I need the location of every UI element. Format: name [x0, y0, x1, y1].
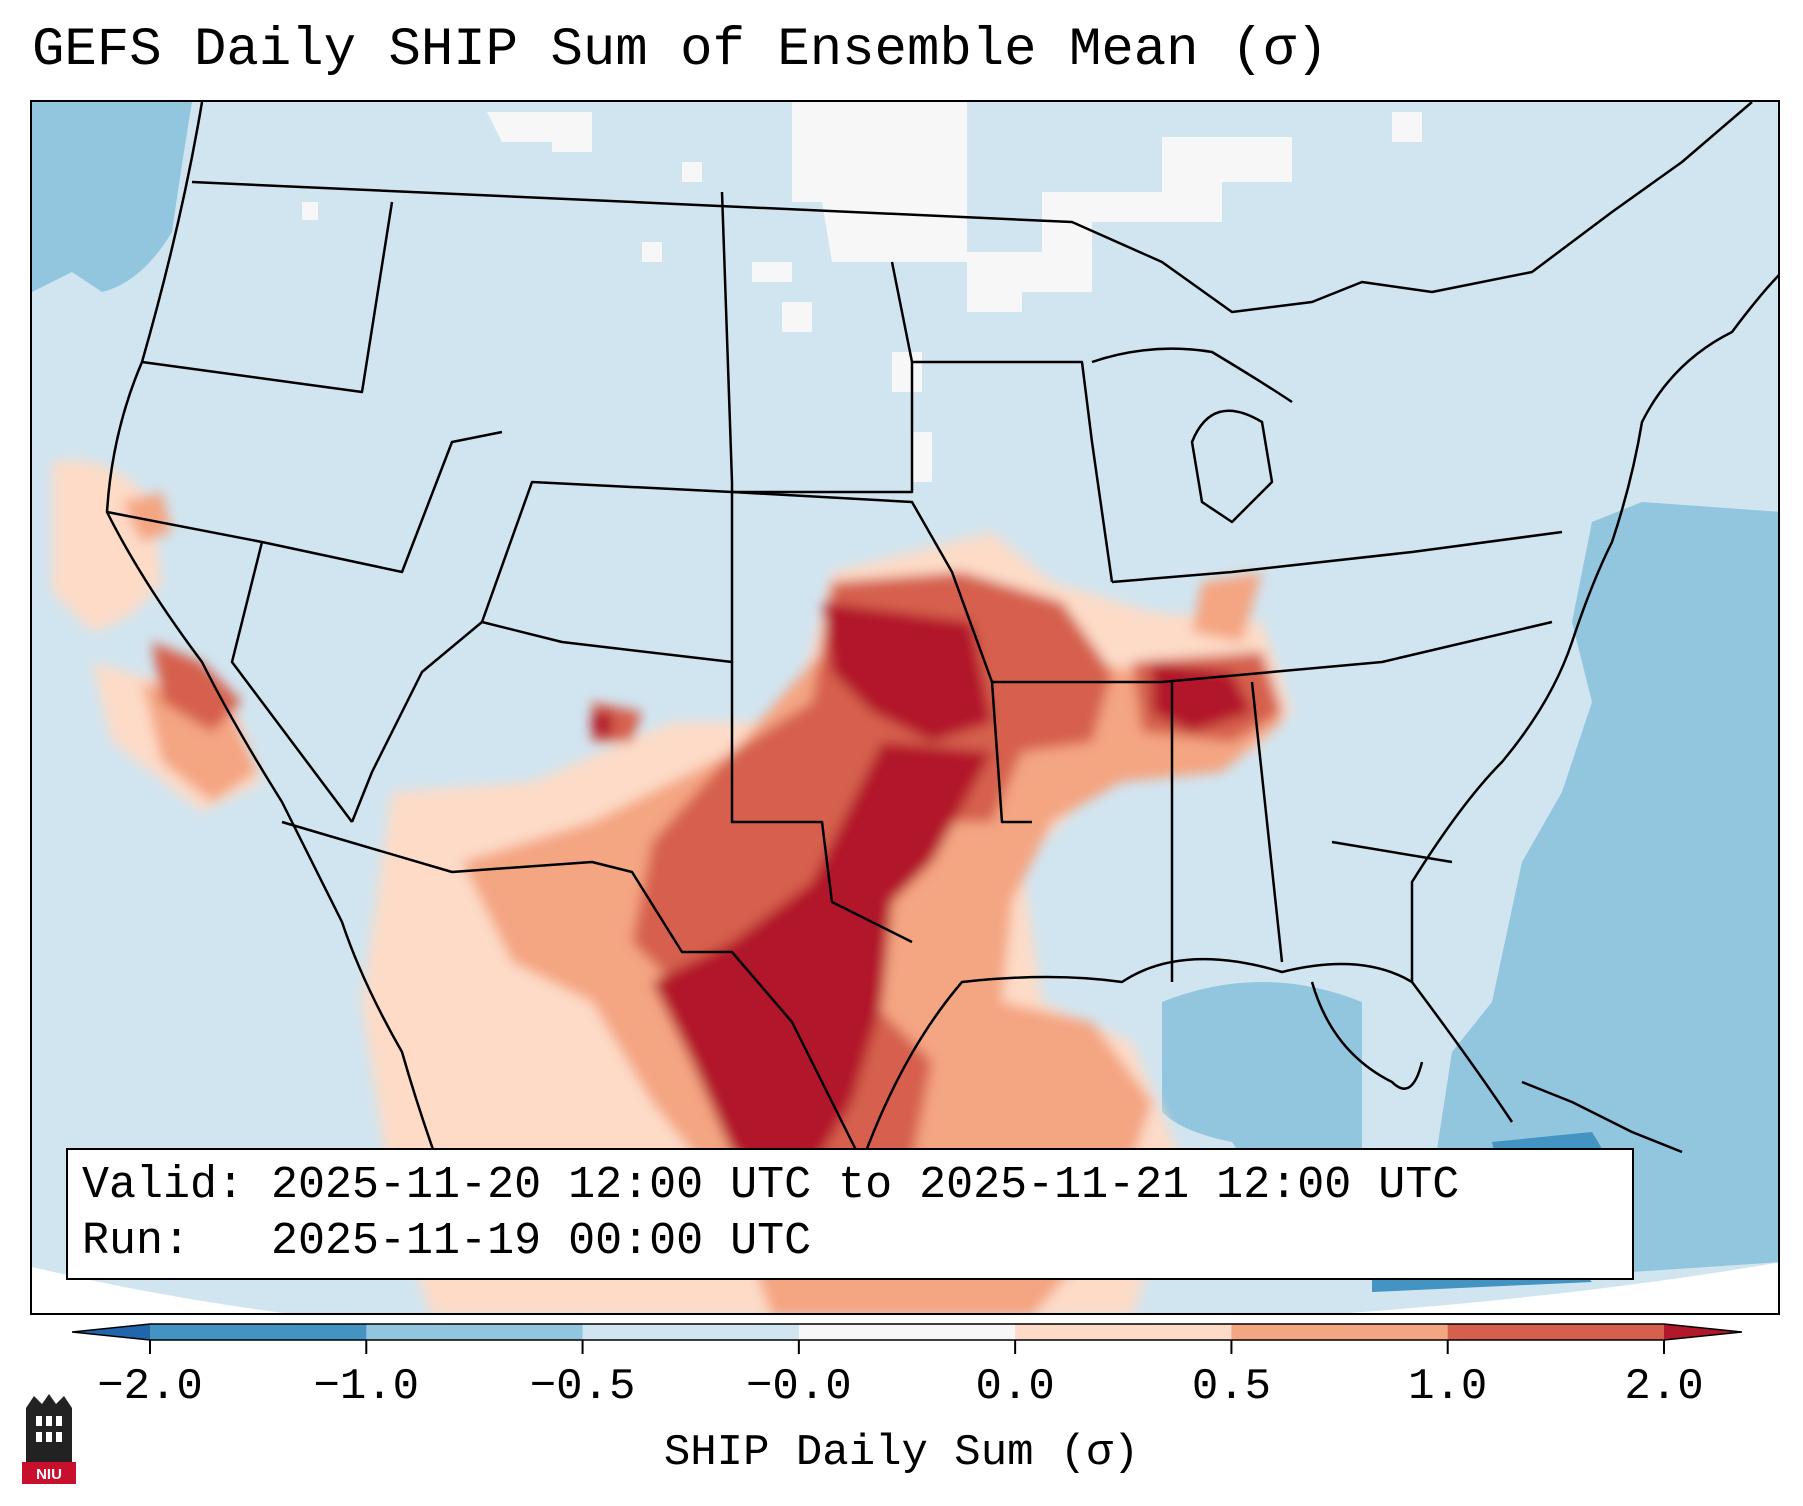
southern-tier-line: [992, 620, 1553, 684]
pacific-northwest-negative: [32, 102, 192, 292]
chart-title: GEFS Daily SHIP Sum of Ensemble Mean (σ): [32, 20, 1329, 81]
central-west-borders: [350, 191, 734, 823]
colorbar-ticks: [149, 1340, 1665, 1354]
colorbar-over-arrow: [1664, 1324, 1742, 1340]
florida-peninsula: [1310, 981, 1424, 1090]
cuba-outline: [1521, 1080, 1683, 1154]
colorbar-bin-5: [1231, 1324, 1449, 1340]
valid-run-info-box: Valid: 2025-11-20 12:00 UTC to 2025-11-2…: [66, 1148, 1634, 1280]
sf-moderate: [122, 492, 172, 542]
carolinas: [1331, 840, 1453, 864]
nm-max-cell: [592, 712, 612, 736]
near-zero-north-montana: [487, 112, 592, 152]
texas-oklahoma: [730, 662, 913, 944]
colorbar-bin-0: [150, 1324, 367, 1340]
lake-superior: [1091, 347, 1293, 404]
colorbar-bin-3: [798, 1324, 1016, 1340]
map-panel: [30, 100, 1780, 1315]
near-zero-canada: [792, 102, 1292, 312]
colorbar-tick-label: −1.0: [313, 1362, 420, 1412]
run-time-line: Run: 2025-11-19 00:00 UTC: [82, 1216, 812, 1267]
domain-edge-bottom: [32, 1262, 1778, 1313]
valid-time-line: Valid: 2025-11-20 12:00 UTC to 2025-11-2…: [82, 1160, 1460, 1211]
iowa-minnesota: [912, 360, 1114, 583]
near-zero-areas: [302, 102, 1422, 482]
niu-logo: NIU: [22, 1394, 76, 1484]
central-texas-max: [652, 742, 992, 1202]
positive-anomaly-field: [52, 460, 1292, 1313]
colorbar-tick-label: 0.0: [975, 1362, 1055, 1412]
colorbar-bin-2: [582, 1324, 800, 1340]
colorbar-bin-4: [1015, 1324, 1232, 1340]
logo-tower: [26, 1394, 72, 1462]
dakotas-nebraska: [732, 261, 914, 494]
colorbar-bin-6: [1447, 1324, 1665, 1340]
indiana-moderate: [1192, 572, 1262, 642]
near-zero-cell: [642, 242, 662, 262]
ohio-valley-line: [1111, 530, 1563, 584]
colorbar-bins: [150, 1324, 1665, 1340]
michigan: [1190, 409, 1274, 524]
canada-border: [191, 102, 1753, 314]
colorbar-tick-label: 1.0: [1408, 1362, 1488, 1412]
colorbar-tick-label: 0.5: [1191, 1362, 1272, 1412]
colorbar-under-arrow: [72, 1324, 150, 1340]
gulf-coastline: [860, 957, 1514, 1163]
near-zero-cell: [1392, 112, 1422, 142]
near-zero-cell: [892, 352, 922, 392]
alabama-georgia: [1250, 681, 1284, 963]
near-zero-cell: [302, 202, 318, 220]
boundaries: [105, 102, 1778, 1203]
near-zero-cell: [682, 162, 702, 182]
colorbar: [72, 1323, 1742, 1354]
nevada-idaho: [106, 430, 503, 574]
near-zero-cell: [912, 432, 932, 482]
colorbar-tick-label: −0.0: [746, 1362, 852, 1412]
oregon-washington: [141, 201, 394, 394]
colorbar-tick-label: −0.5: [529, 1362, 636, 1412]
colorbar-outline: [72, 1323, 1742, 1341]
nevada-california: [230, 541, 353, 823]
atlantic-coastline: [1410, 274, 1778, 982]
atlantic-negative: [1432, 502, 1778, 1272]
near-zero-cell: [752, 262, 792, 282]
near-zero-cell: [782, 302, 812, 332]
colorbar-label: SHIP Daily Sum (σ): [663, 1428, 1140, 1478]
mexico-border: [281, 820, 864, 1163]
la-strong: [152, 642, 242, 732]
colorbar-tick-label: 2.0: [1624, 1362, 1704, 1412]
colorbar-tick-label: −2.0: [97, 1362, 203, 1412]
gulf-negative: [1162, 982, 1362, 1202]
logo-banner: [22, 1462, 76, 1484]
colorbar-bin-1: [366, 1324, 584, 1340]
map-svg: [32, 102, 1778, 1313]
logo-text: NIU: [36, 1466, 62, 1483]
kansas-oklahoma-max: [822, 602, 992, 742]
plains-borders: [480, 480, 1032, 824]
